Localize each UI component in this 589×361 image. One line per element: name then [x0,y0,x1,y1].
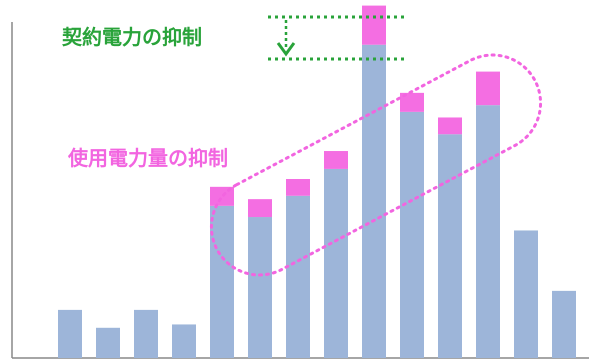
usage-suppression-label: 使用電力量の抑制 [67,146,228,170]
usage-bar-8 [324,168,348,358]
suppressed-segment-12 [476,71,500,106]
usage-suppression-annotation: 使用電力量の抑制 [67,53,543,277]
suppressed-segment-7 [286,179,310,196]
usage-bar-5 [210,205,234,358]
suppressed-segment-10 [400,92,424,112]
usage-bar-10 [400,111,424,358]
contract-suppression-annotation: 契約電力の抑制 [61,15,404,61]
bar-series [58,5,576,358]
suppressed-segment-8 [324,151,348,169]
usage-bar-1 [58,309,82,358]
usage-bar-14 [552,290,576,358]
usage-bar-13 [514,230,538,358]
usage-bar-2 [96,327,120,358]
contract-arrow-head [276,42,296,57]
usage-bar-6 [248,217,272,358]
usage-bar-12 [476,105,500,358]
usage-bar-3 [134,309,158,358]
suppressed-segment-11 [438,117,462,135]
usage-bar-11 [438,134,462,358]
suppressed-segment-9 [362,5,386,45]
contract-suppression-label: 契約電力の抑制 [61,25,202,49]
usage-dotted-ellipse [209,53,543,277]
usage-bar-9 [362,44,386,358]
usage-bar-4 [172,324,196,358]
suppressed-segment-6 [248,199,272,218]
usage-bar-7 [286,195,310,358]
